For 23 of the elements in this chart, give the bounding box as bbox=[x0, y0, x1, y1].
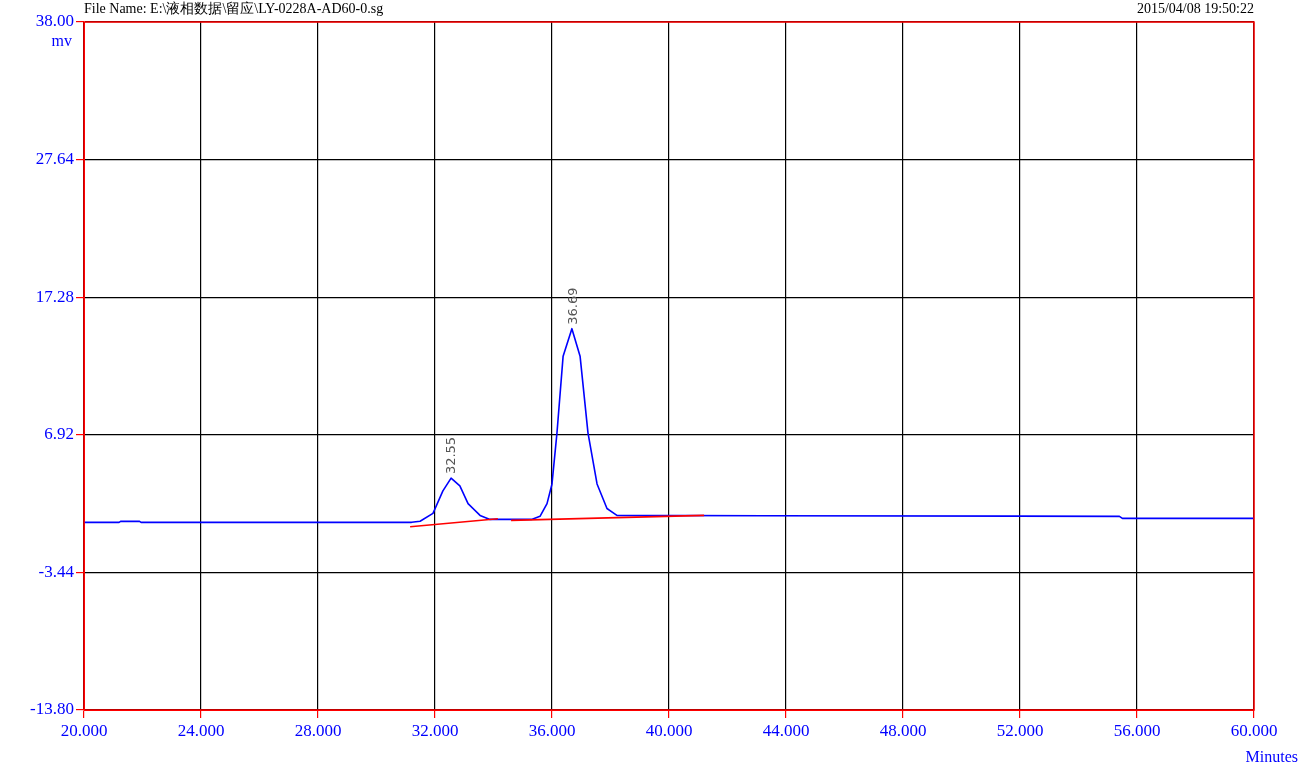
y-tick-label: 27.64 bbox=[35, 149, 75, 169]
y-tick-label: -13.80 bbox=[30, 699, 74, 719]
chart-subtitle: 2015/04/08 19:50:22 bbox=[1136, 0, 1254, 16]
y-axis-title: mv bbox=[51, 32, 72, 50]
x-tick-label: 32.000 bbox=[411, 720, 459, 740]
x-tick-label: 20.000 bbox=[60, 720, 108, 740]
x-tick-label: 40.000 bbox=[645, 720, 693, 740]
x-tick-label: 28.000 bbox=[294, 720, 342, 740]
x-tick-label: 24.000 bbox=[177, 720, 225, 740]
y-tick-label: -3.44 bbox=[38, 561, 75, 581]
x-tick-label: 44.000 bbox=[762, 720, 810, 740]
y-tick-label: 38.00 bbox=[35, 11, 74, 31]
x-axis-title: Minutes bbox=[1245, 748, 1298, 766]
x-tick-label: 48.000 bbox=[879, 720, 927, 740]
annotation: 36.69 bbox=[564, 287, 580, 325]
x-tick-label: 36.000 bbox=[528, 720, 576, 740]
annotation: 32.55 bbox=[443, 436, 459, 475]
x-tick-label: 56.000 bbox=[1113, 720, 1161, 740]
x-tick-label: 52.000 bbox=[996, 720, 1044, 740]
y-tick-label: 6.92 bbox=[44, 424, 74, 444]
x-tick-label: 60.000 bbox=[1230, 720, 1278, 740]
y-tick-label: 17.28 bbox=[35, 286, 74, 306]
chart-title: File Name: E:\液相数据\留应\LY-0228A-AD60-0.sg bbox=[84, 0, 384, 16]
